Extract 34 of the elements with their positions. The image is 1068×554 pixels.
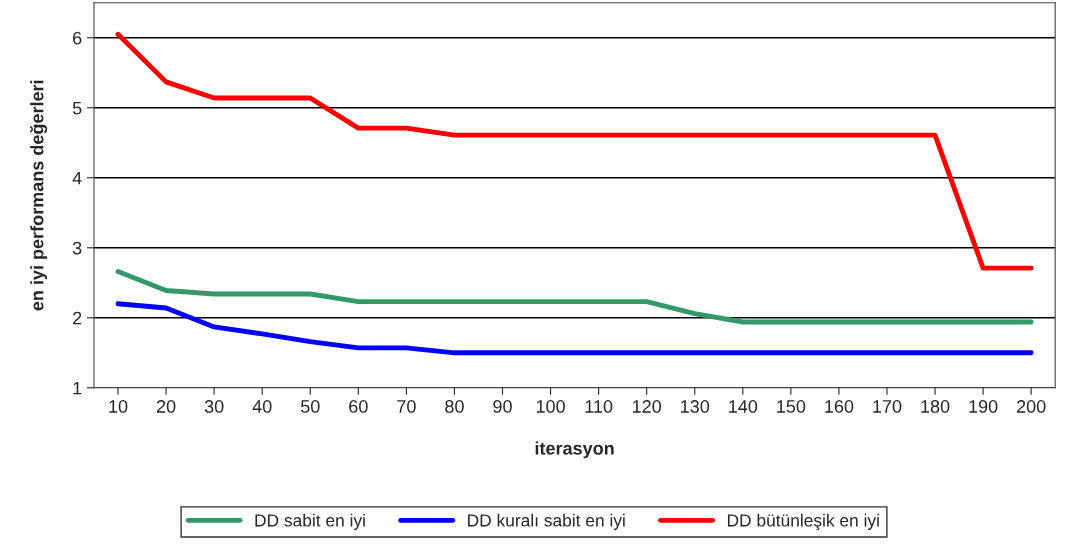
- line-series: [115, 269, 1034, 325]
- y-tick-label: 1: [73, 381, 82, 395]
- y-tick-label: 6: [73, 31, 82, 45]
- line-series: [115, 31, 1034, 271]
- x-tick-label: 140: [729, 400, 758, 413]
- x-tick-label: 180: [921, 400, 950, 413]
- x-tick-label: 60: [349, 400, 368, 413]
- x-tick-label: 90: [493, 400, 512, 413]
- line-series: [115, 301, 1034, 356]
- legend-label: DD sabit en iyi: [255, 513, 365, 530]
- x-tick-label: 200: [1017, 400, 1046, 413]
- x-tick-label: 40: [252, 400, 272, 413]
- y-tick-label: 2: [73, 311, 82, 325]
- x-tick-label: 190: [969, 400, 998, 413]
- x-tick-label: 120: [632, 400, 662, 413]
- x-tick-label: 50: [300, 400, 320, 413]
- legend-label: DD bütünleşik en iyi: [727, 513, 879, 531]
- y-tick-label: 3: [72, 241, 82, 255]
- legend-label: DD kuralı sabit en iyi: [468, 513, 625, 530]
- y-tick-label: 4: [72, 171, 82, 185]
- x-tick-label: 20: [156, 400, 176, 413]
- x-tick-label: 10: [109, 400, 128, 413]
- x-axis-title: iterasyon: [535, 441, 614, 459]
- x-tick-label: 80: [445, 400, 464, 413]
- x-tick-label: 170: [873, 400, 902, 413]
- x-tick-label: 70: [397, 400, 416, 413]
- x-tick-label: 30: [204, 400, 224, 413]
- y-axis-title: en iyi performans değerleri: [30, 80, 48, 311]
- x-tick-label: 130: [681, 400, 710, 413]
- x-tick-label: 110: [585, 400, 613, 413]
- y-tick-label: 5: [72, 101, 82, 115]
- x-tick-label: 160: [825, 400, 854, 413]
- x-tick-label: 100: [536, 400, 565, 413]
- x-tick-label: 150: [777, 400, 806, 413]
